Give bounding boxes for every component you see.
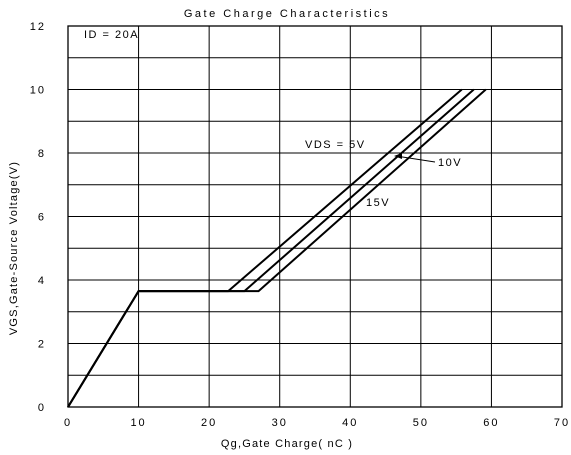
x-tick-label: 70	[554, 417, 570, 429]
vds-10v-pointer	[395, 155, 436, 163]
x-axis-label: Qg,Gate Charge( nC )	[221, 438, 353, 450]
x-tick-label: 60	[483, 417, 499, 429]
y-tick-label: 4	[38, 275, 46, 287]
curves	[67, 88, 487, 408]
y-tick-label: 2	[38, 339, 46, 351]
vds-5v-label: VDS = 5V	[305, 139, 366, 151]
x-tick-labels: 0 10 20 30 40 50 60 70	[64, 417, 570, 429]
x-tick-label: 10	[130, 417, 146, 429]
condition-annotation: ID = 20A	[84, 29, 139, 41]
y-tick-labels: 0 2 4 6 8 10 12	[30, 21, 46, 414]
vds-10v-arrowhead	[394, 153, 402, 159]
series-line-15v	[67, 88, 487, 408]
x-tick-label: 0	[64, 417, 72, 429]
x-tick-label: 40	[342, 417, 358, 429]
y-axis-label: VGS,Gate-Source Voltage(V)	[8, 161, 20, 335]
y-tick-label: 8	[38, 148, 46, 160]
vds-10v-label: 10V	[438, 157, 462, 169]
x-tick-label: 30	[272, 417, 288, 429]
plot-frame	[67, 25, 563, 408]
y-tick-label: 6	[38, 212, 46, 224]
y-tick-label: 0	[38, 402, 46, 414]
x-tick-label: 50	[413, 417, 429, 429]
x-tick-label: 20	[201, 417, 217, 429]
grid	[67, 25, 563, 408]
y-tick-label: 12	[30, 21, 46, 33]
y-tick-label: 10	[30, 85, 46, 97]
vds-15v-label: 15V	[366, 197, 390, 209]
chart-title: Gate Charge Characteristics	[184, 8, 390, 20]
